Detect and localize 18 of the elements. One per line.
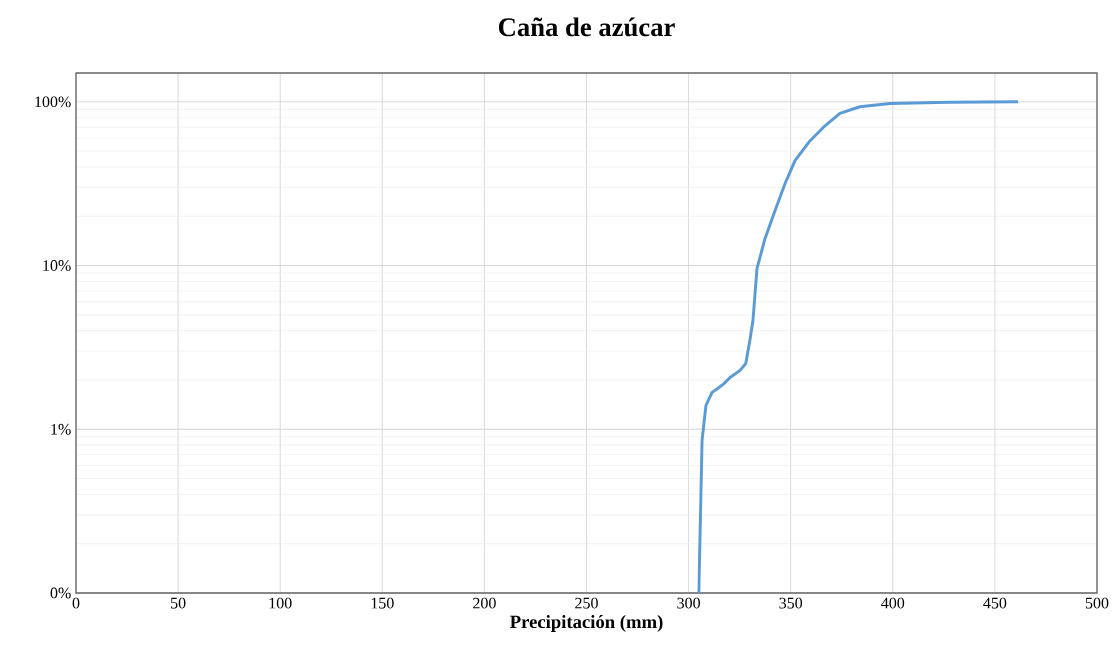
y-tick-label: 0% xyxy=(50,587,71,599)
x-axis-title: Precipitación (mm) xyxy=(510,614,663,632)
x-tick-label: 450 xyxy=(983,597,1007,609)
x-tick-label: 250 xyxy=(575,597,598,609)
x-tick-label: 350 xyxy=(779,597,803,609)
x-tick-label: 300 xyxy=(677,597,700,609)
x-tick-label: 500 xyxy=(1085,597,1109,609)
y-tick-label: 1% xyxy=(51,423,71,435)
line-series xyxy=(697,100,1020,593)
x-tick-label: 150 xyxy=(371,597,394,609)
x-tick-label: 400 xyxy=(881,597,905,609)
chart-title: Caña de azúcar xyxy=(498,17,675,37)
x-tick-label: 50 xyxy=(171,597,186,609)
x-tick-label: 100 xyxy=(269,597,292,609)
y-tick-label: 10% xyxy=(43,260,71,271)
y-tick-label: 100% xyxy=(35,96,71,108)
x-tick-label: 200 xyxy=(473,597,496,609)
x-tick-label: 0 xyxy=(72,597,80,609)
